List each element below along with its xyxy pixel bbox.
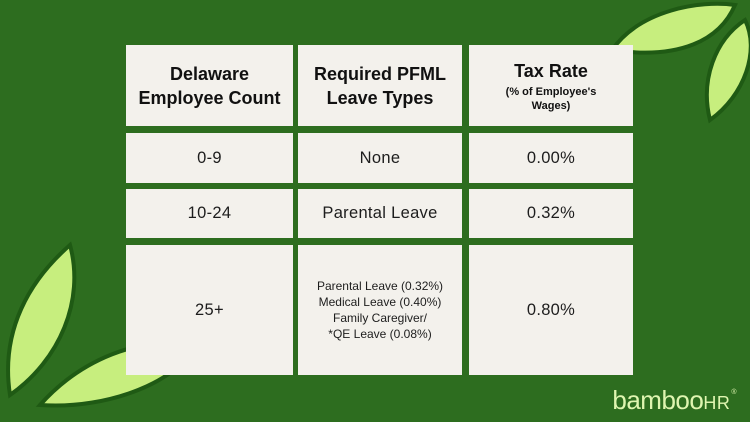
table-cell-leave: Parental Leave (0.32%) Medical Leave (0.… [298, 245, 462, 375]
header-subtext: Wages) [531, 99, 571, 112]
leaf-icon [704, 17, 750, 124]
table-cell-count: 10-24 [126, 189, 293, 238]
table-cell-count: 25+ [126, 245, 293, 375]
leave-line: *QE Leave (0.08%) [328, 327, 432, 341]
table-cell-count: 0-9 [126, 133, 293, 183]
logo-registered: ® [731, 389, 736, 396]
leaf-icon [608, 1, 738, 55]
table-cell-rate: 0.00% [469, 133, 633, 183]
leaf-icon [6, 241, 77, 399]
logo-suffix: HR [703, 393, 731, 413]
logo-main: bamboo [612, 385, 704, 415]
header-leave-types: Required PFML Leave Types [298, 45, 462, 126]
header-tax-rate: Tax Rate (% of Employee's Wages) [469, 45, 633, 126]
header-text: Employee Count [138, 87, 281, 108]
bamboohr-logo: bamboo HR ® [612, 385, 736, 416]
header-employee-count: Delaware Employee Count [126, 45, 293, 126]
header-text: Leave Types [326, 87, 434, 108]
table-cell-leave: None [298, 133, 462, 183]
header-text: Required PFML [313, 63, 446, 84]
leave-line: Family Caregiver/ [332, 311, 428, 325]
leave-line: Parental Leave (0.32%) [316, 279, 444, 293]
table-cell-rate: 0.80% [469, 245, 633, 375]
header-text: Delaware [169, 63, 250, 84]
table-cell-rate: 0.32% [469, 189, 633, 238]
leave-line: Medical Leave (0.40%) [318, 295, 442, 309]
header-text: Tax Rate [514, 60, 588, 81]
header-subtext: (% of Employee's [505, 85, 597, 98]
table-cell-leave: Parental Leave [298, 189, 462, 238]
